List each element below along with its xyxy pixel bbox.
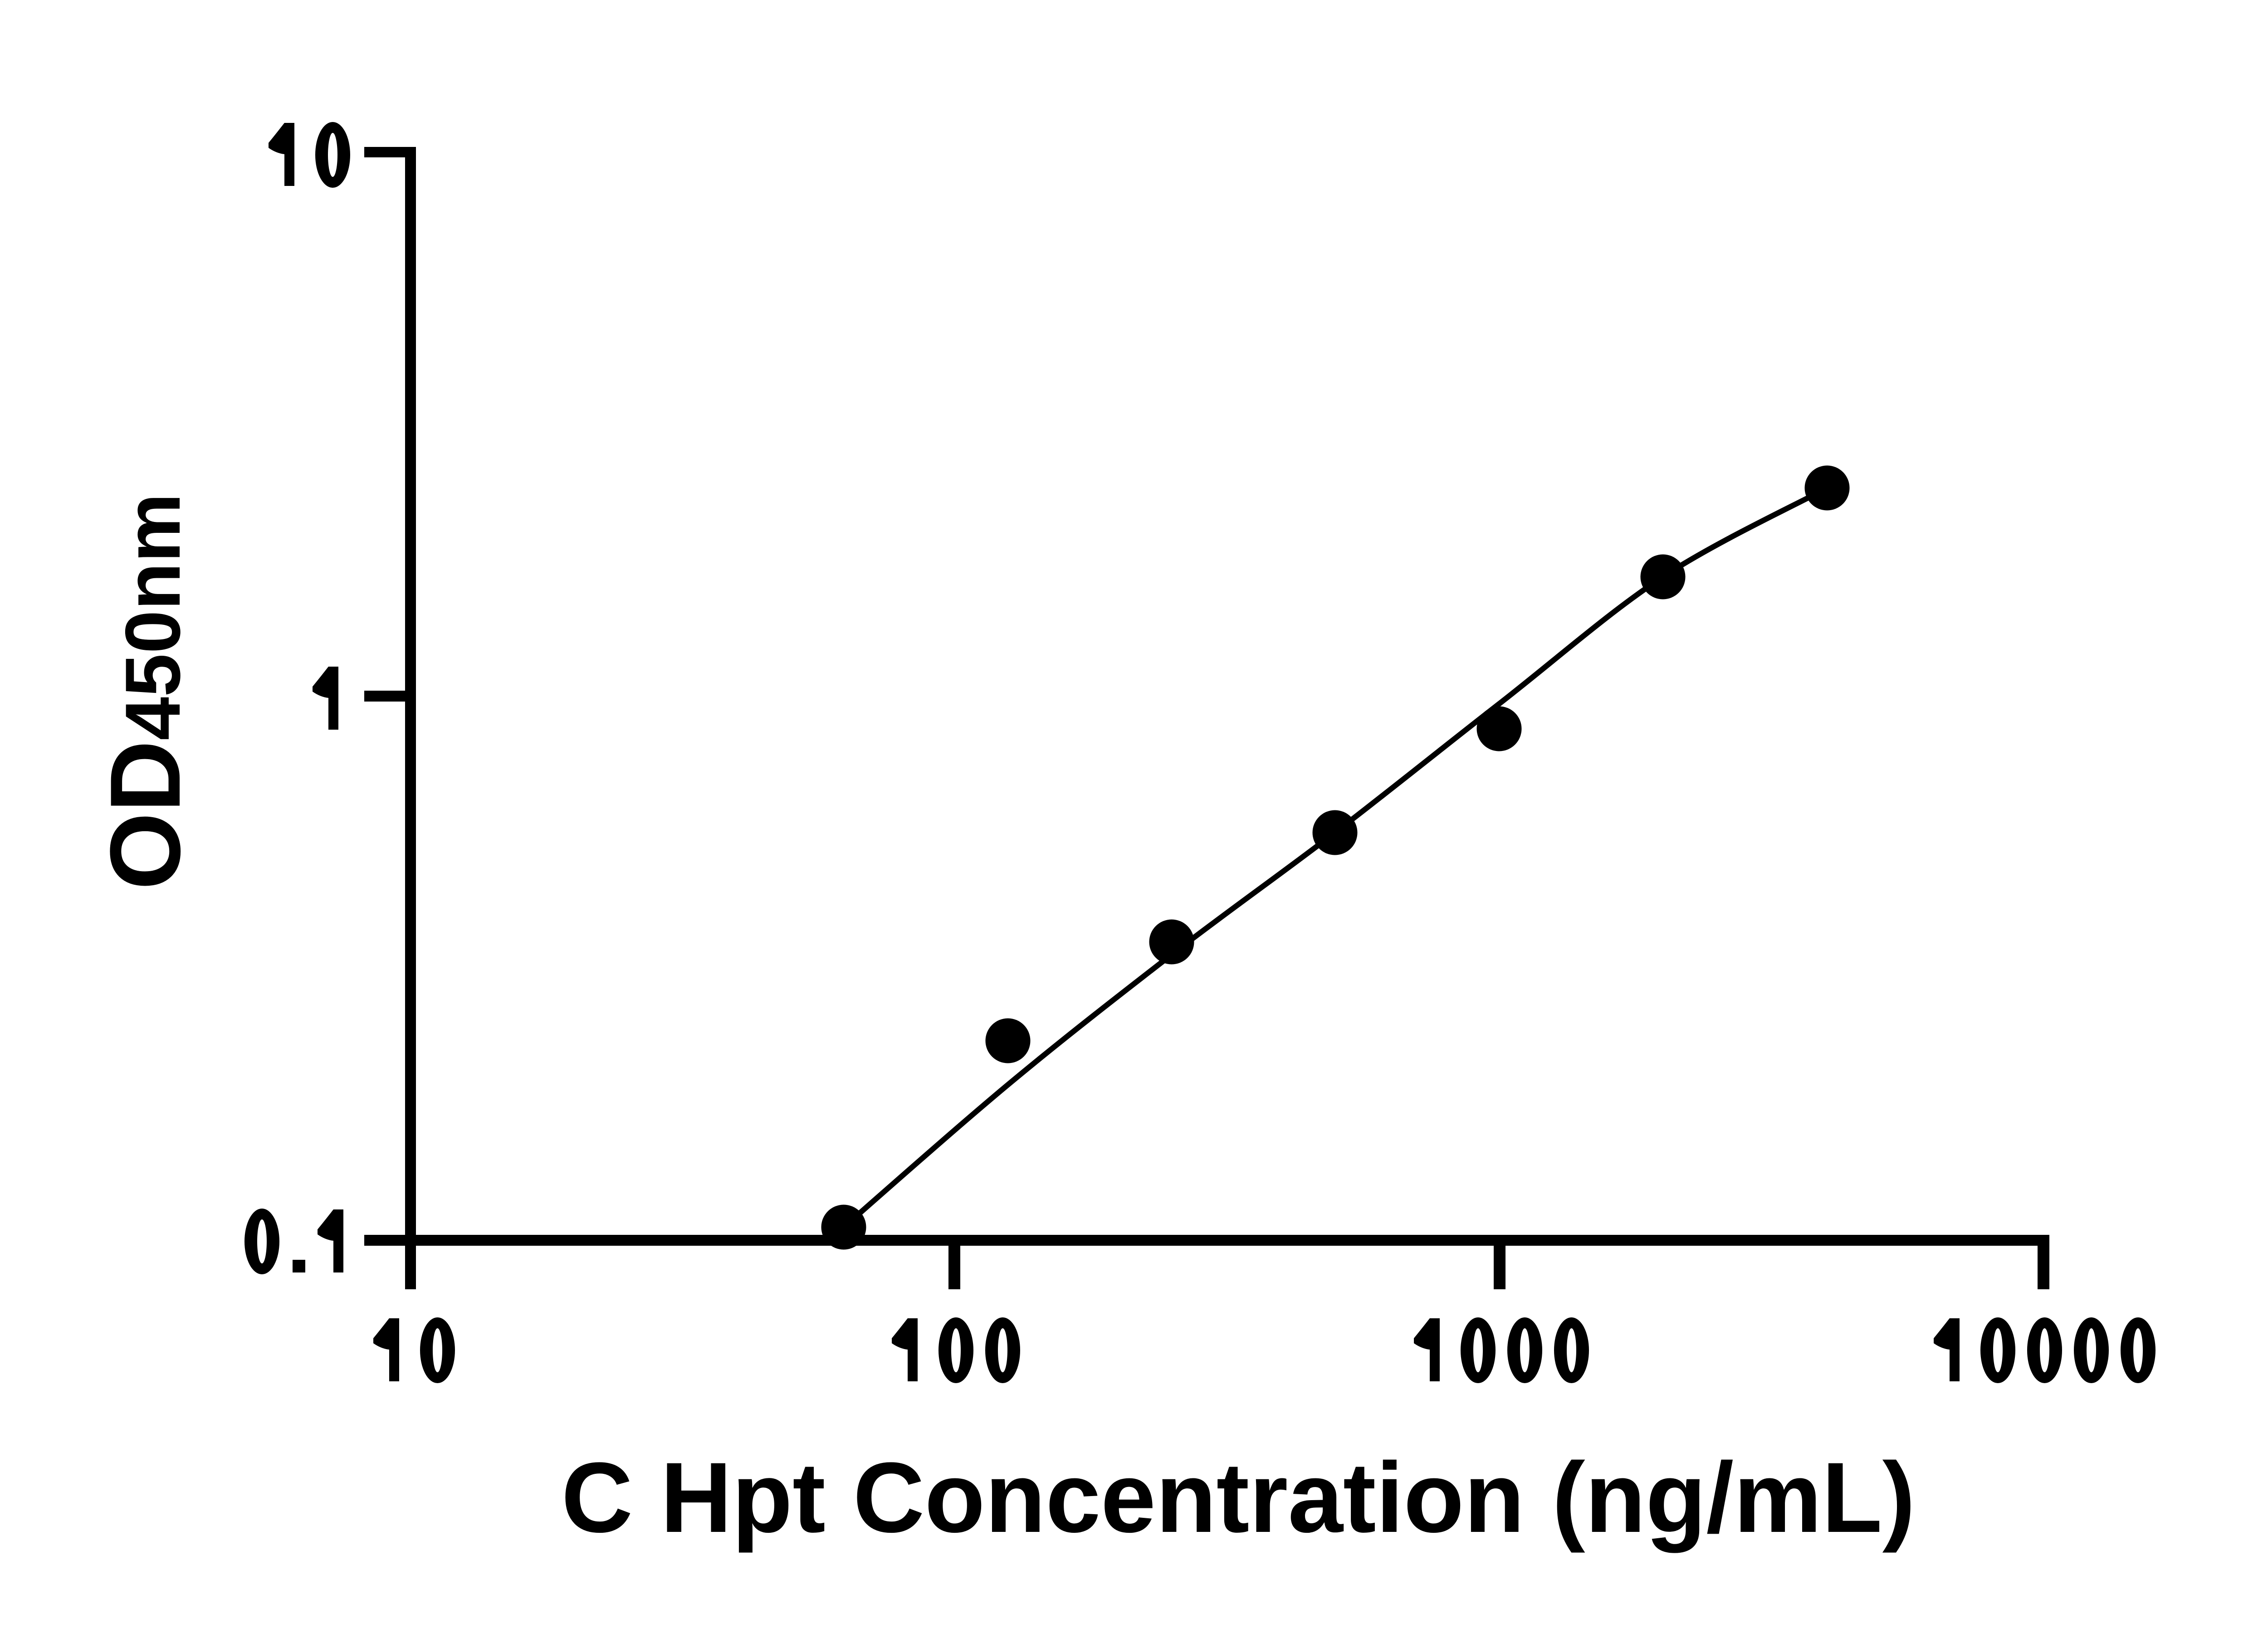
svg-text:C Hpt Concentration (ng/mL): C Hpt Concentration (ng/mL) bbox=[562, 1442, 1916, 1553]
svg-text:OD450nm: OD450nm bbox=[89, 493, 201, 890]
